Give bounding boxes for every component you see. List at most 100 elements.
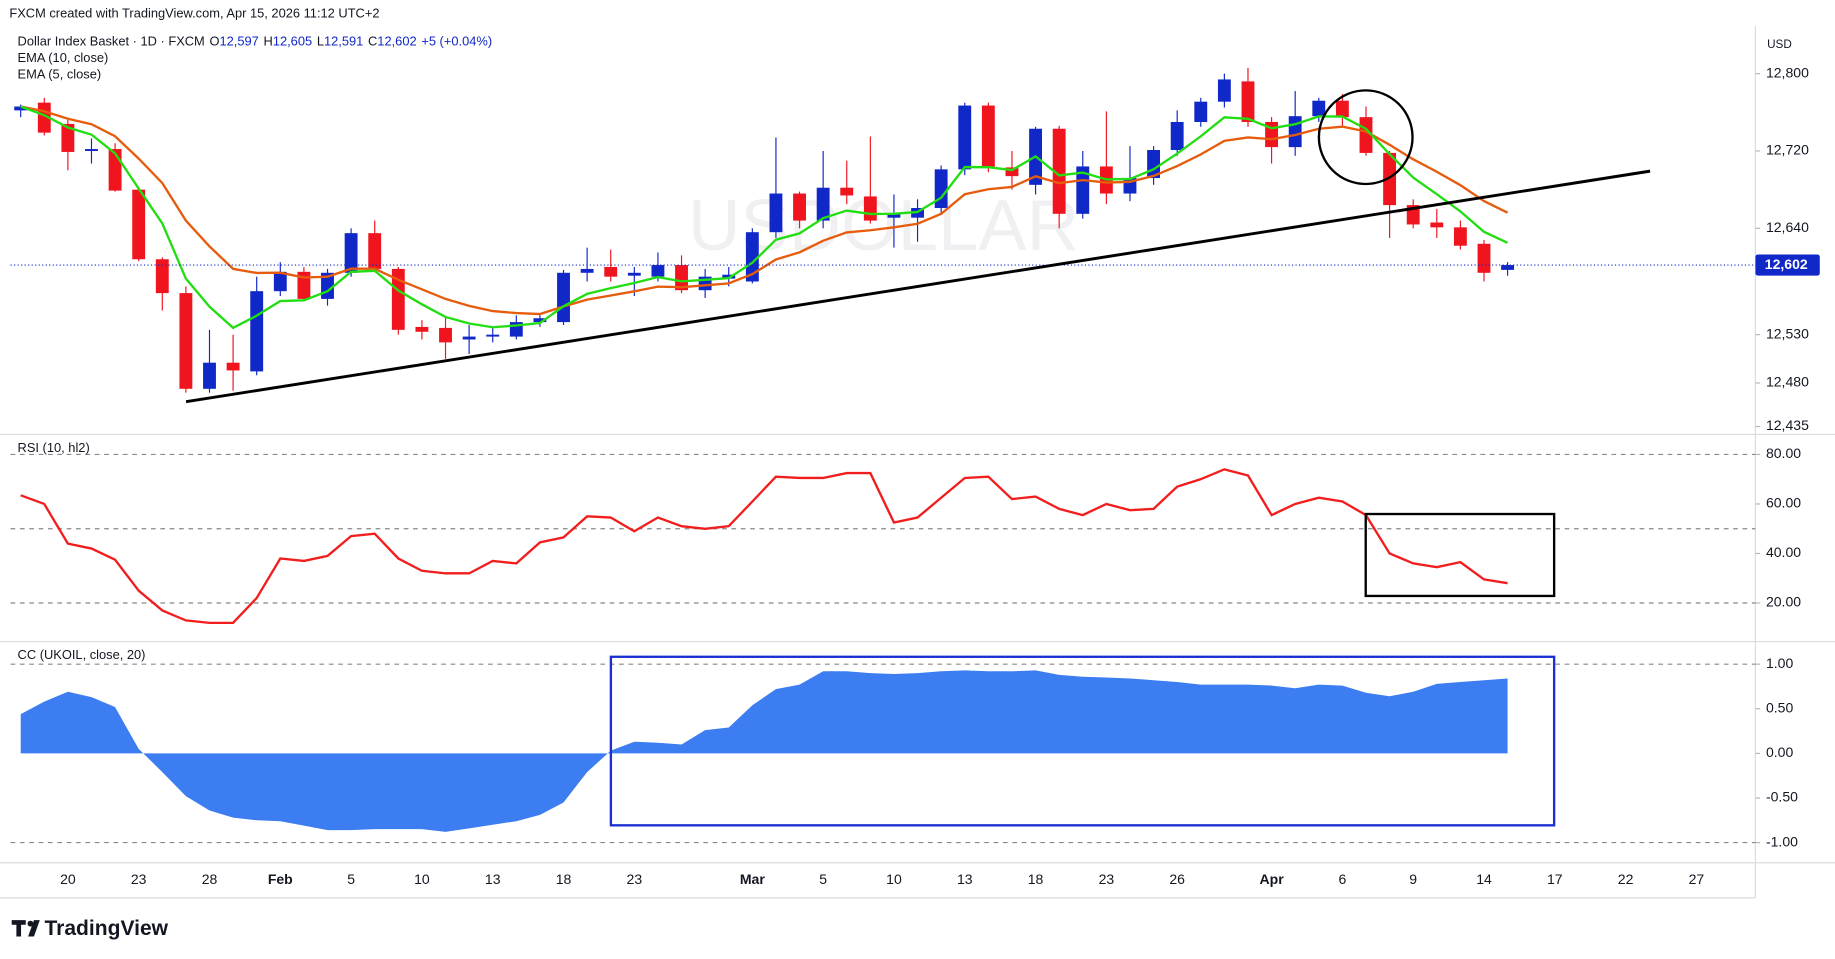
- annotations: [185, 89, 1651, 827]
- y-tick-label: 12,800: [1766, 64, 1809, 80]
- candle-body: [1453, 227, 1467, 246]
- candle-body: [297, 271, 311, 299]
- y-tick-label: -0.50: [1766, 789, 1798, 805]
- candle-body: [439, 327, 452, 343]
- candle-body: [155, 259, 169, 294]
- y-tick-label: 0.50: [1766, 699, 1794, 715]
- legend: Dollar Index Basket · 1D · FXCM O12,597 H1…: [18, 34, 493, 49]
- credit: FXCM created with TradingView.com, Apr 1…: [9, 6, 379, 21]
- candle-body: [533, 318, 547, 323]
- x-tick-label: 10: [414, 871, 430, 887]
- marks: 20 23 28 Feb 5 10 13 18 23 Mar 5 10 13 18 23 26 Apr 6 9 14 1…: [10, 34, 1820, 887]
- legend-key: H: [264, 34, 273, 49]
- candle-body: [1194, 101, 1208, 122]
- candle-body: [1217, 79, 1231, 102]
- y-tick-label: -1.00: [1766, 833, 1798, 849]
- legend-value: 12,597: [219, 34, 258, 49]
- x-tick-label: Apr: [1259, 871, 1284, 887]
- candle-body: [391, 268, 405, 330]
- ema-line: [20, 105, 1509, 316]
- candle-body: [462, 336, 476, 340]
- candle-body: [226, 362, 240, 371]
- x-tick-label: 26: [1169, 871, 1185, 887]
- y-tick-label: 1.00: [1766, 655, 1794, 671]
- x-tick-label: 14: [1476, 871, 1492, 887]
- candle-body: [14, 106, 28, 111]
- x-tick-label: Feb: [268, 871, 293, 887]
- legend-value: 12,591: [324, 34, 363, 49]
- candle-body: [651, 265, 665, 277]
- legend-value: 12,602: [377, 34, 416, 49]
- y-tick-label: 12,530: [1766, 325, 1809, 341]
- candle-body: [793, 193, 806, 221]
- currency: USD: [1767, 38, 1792, 51]
- highlight-box: [609, 655, 1556, 827]
- logo: TradingView: [11, 917, 169, 940]
- x-tick-label: Mar: [740, 871, 765, 887]
- y-tick-label: 12,720: [1766, 142, 1809, 158]
- legend-entry: EMA (10, close): [18, 50, 109, 65]
- candle-body: [745, 232, 759, 282]
- candle-body: [816, 187, 830, 221]
- y-tick-label: 20.00: [1766, 594, 1801, 610]
- candle-body: [1501, 265, 1515, 270]
- trendline: [185, 169, 1651, 404]
- candle-body: [1288, 116, 1302, 148]
- candle-body: [863, 196, 877, 221]
- legend-entry: EMA (5, close): [18, 67, 102, 82]
- x-tick-label: 5: [347, 871, 355, 887]
- candle-body: [203, 362, 216, 389]
- candle-body: [769, 193, 783, 233]
- highlight-circle: [1317, 89, 1414, 186]
- candle-body: [1312, 100, 1326, 117]
- x-tick-label: 23: [1099, 871, 1115, 887]
- candle-body: [486, 334, 500, 337]
- x-tick-label: 10: [886, 871, 902, 887]
- candle-body: [887, 213, 901, 218]
- candle-body: [981, 105, 995, 168]
- x-tick-label: 5: [819, 871, 827, 887]
- legend-value: 12,605: [273, 34, 312, 49]
- candle-body: [344, 233, 358, 273]
- candle-body: [250, 291, 264, 372]
- candle-body: [273, 271, 287, 292]
- candle-body: [1335, 100, 1349, 118]
- highlight-box: [1364, 512, 1556, 598]
- legend-key: O: [209, 34, 219, 49]
- x-tick-label: 13: [485, 871, 501, 887]
- legend-key: C: [368, 34, 377, 49]
- ema-line: [20, 105, 1509, 330]
- candle-body: [368, 233, 382, 269]
- candle-body: [1241, 81, 1255, 122]
- x-tick-label: 22: [1618, 871, 1634, 887]
- x-tick-label: 9: [1409, 871, 1417, 887]
- candle-body: [1430, 222, 1444, 228]
- indicator-area: [20, 670, 1508, 832]
- pane-title: CC (UKOIL, close, 20): [18, 647, 146, 662]
- y-tick-label: 0.00: [1766, 744, 1794, 760]
- y-tick-label: 12,435: [1766, 417, 1809, 433]
- candle-body: [934, 169, 948, 209]
- legend-key: L: [317, 34, 324, 49]
- y-tick-label: 60.00: [1766, 495, 1801, 511]
- y-tick-label: 12,480: [1766, 374, 1809, 390]
- candle-body: [179, 293, 193, 389]
- candle-body: [61, 123, 75, 152]
- candle-body: [415, 326, 429, 332]
- candle-body: [1477, 243, 1491, 273]
- indicator-line: [20, 468, 1508, 625]
- legend-title: Dollar Index Basket · 1D · FXCM: [18, 34, 205, 49]
- y-tick-label: 80.00: [1766, 445, 1801, 461]
- candle-body: [580, 268, 594, 273]
- candle-body: [1170, 121, 1184, 151]
- logo-icon: [27, 920, 34, 927]
- candle-body: [604, 266, 618, 277]
- last-price-marker: [1755, 254, 1820, 276]
- x-tick-label: 23: [131, 871, 147, 887]
- x-tick-label: 27: [1689, 871, 1705, 887]
- y-tick-label: 12,640: [1766, 219, 1809, 235]
- x-tick-label: 28: [202, 871, 218, 887]
- candle-body: [557, 272, 570, 323]
- x-tick-label: 23: [627, 871, 643, 887]
